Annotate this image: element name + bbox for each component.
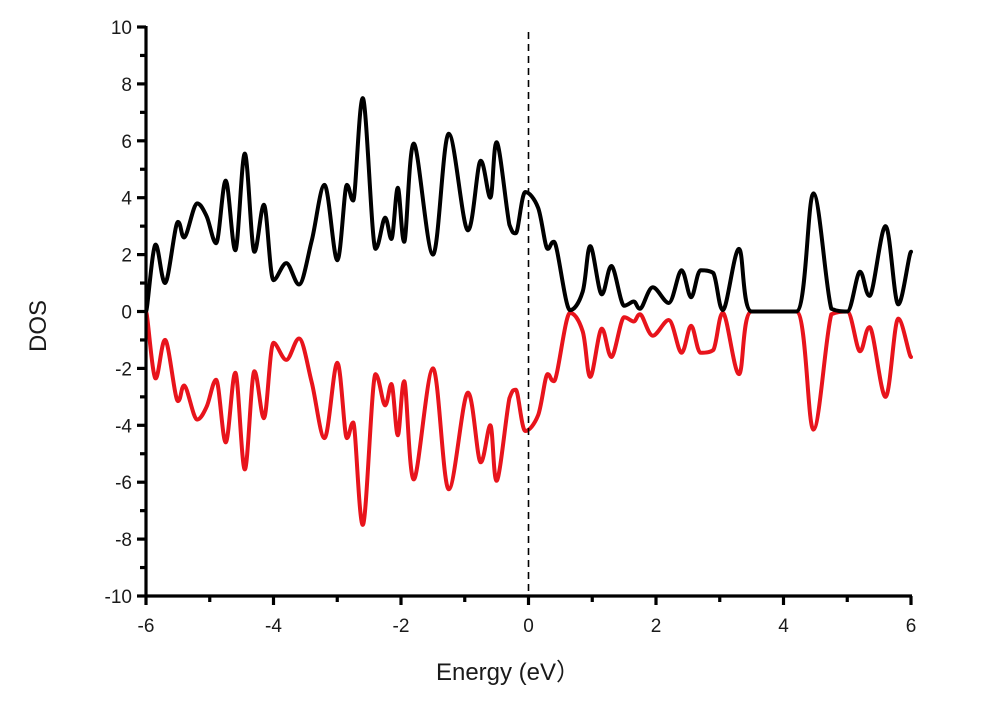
x-tick-label: 0 [523, 616, 534, 637]
series-line-spin-up [144, 96, 913, 314]
y-tick-label: -4 [115, 416, 132, 437]
series-line-spin-down [144, 309, 913, 527]
y-tick-label: -10 [105, 587, 132, 608]
series-layer [144, 96, 913, 527]
y-tick-label: 0 [121, 303, 132, 324]
y-ticks: 10 8 6 4 2 0 -2 -4 -6 -8 -10 [105, 18, 146, 608]
y-tick-label: 10 [111, 18, 132, 39]
x-axis-title: Energy (eV） [436, 659, 580, 686]
x-tick-label: -2 [393, 616, 410, 637]
y-tick-label: -6 [115, 473, 132, 494]
y-tick-label: 6 [121, 132, 132, 153]
y-tick-label: 2 [121, 246, 132, 267]
y-tick-label: 4 [121, 189, 132, 210]
y-axis-title: DOS [25, 300, 52, 352]
x-tick-label: 2 [651, 616, 662, 637]
x-tick-label: 6 [906, 616, 917, 637]
x-ticks: -6 -4 -2 0 2 4 6 [138, 596, 917, 637]
y-tick-label: -8 [115, 530, 132, 551]
y-tick-label: -2 [115, 359, 132, 380]
x-tick-label: -4 [265, 616, 282, 637]
x-tick-label: -6 [138, 616, 155, 637]
x-tick-label: 4 [778, 616, 789, 637]
y-tick-label: 8 [121, 75, 132, 96]
